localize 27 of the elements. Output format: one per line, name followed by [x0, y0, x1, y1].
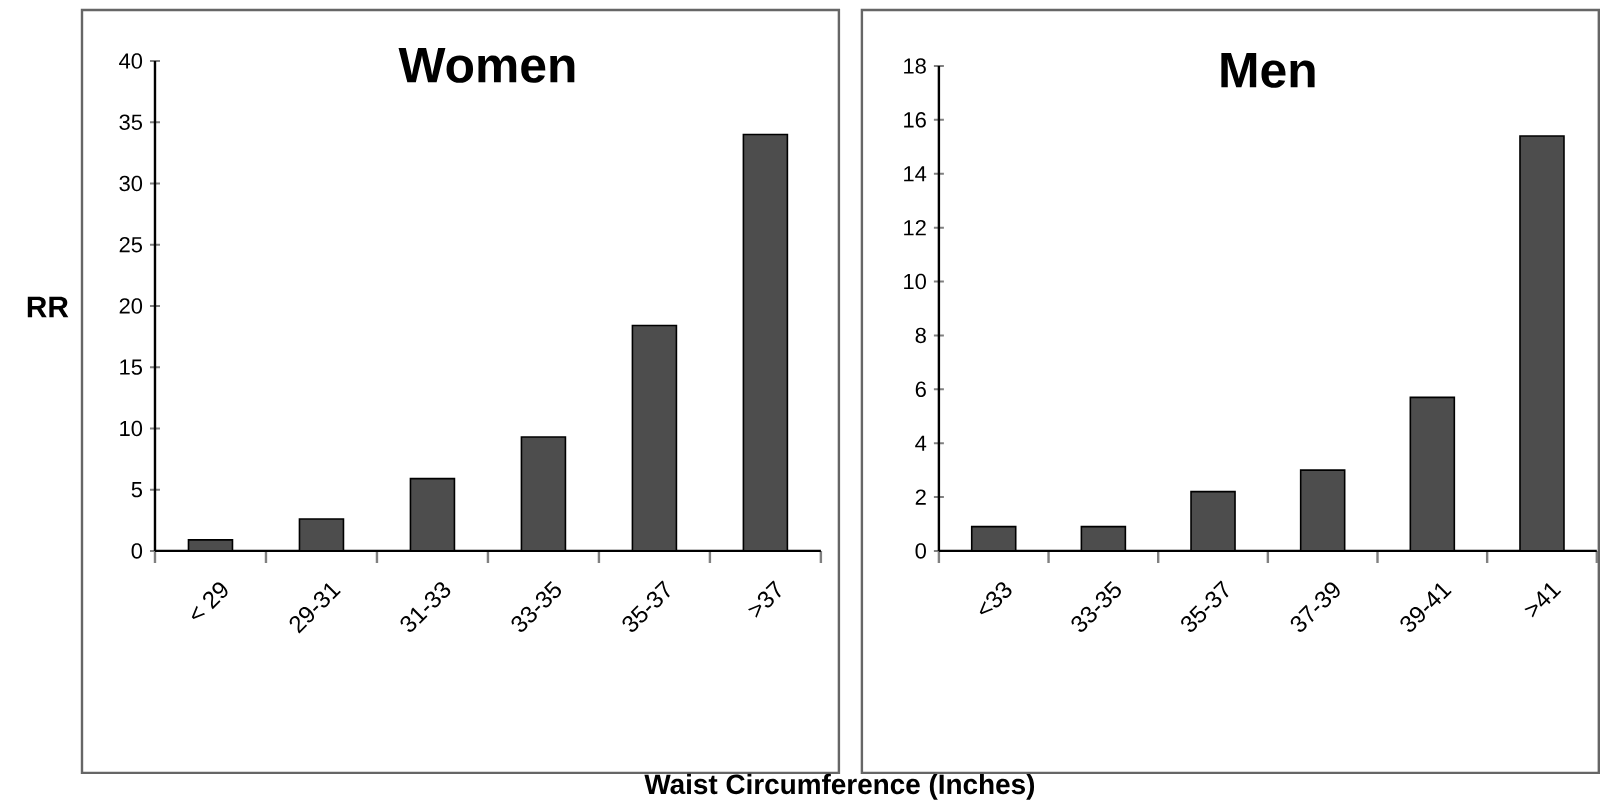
x-tick-label: >41 — [1524, 582, 1562, 618]
chart-title: Men — [1221, 52, 1315, 88]
y-tick-label: 14 — [904, 166, 927, 182]
y-tick-label: 30 — [119, 175, 143, 192]
y-tick-label: 15 — [120, 359, 143, 375]
y-tick-label: 0 — [131, 543, 143, 559]
y-tick-label: 12 — [904, 219, 926, 236]
y-tick-label: 18 — [904, 58, 926, 74]
x-tick-label: < 29 — [191, 582, 228, 619]
y-tick-label: 40 — [119, 53, 143, 69]
chart-title: Women — [398, 47, 575, 83]
x-tick-label: <33 — [979, 582, 1012, 615]
y-tick-label: 5 — [131, 481, 143, 498]
y-tick-label: 10 — [904, 273, 926, 290]
y-tick-label: 8 — [915, 327, 926, 343]
y-tick-label: 25 — [119, 236, 143, 253]
y-tick-label: 35 — [119, 114, 143, 130]
y-tick-label: 10 — [120, 420, 143, 437]
y-tick-label: 4 — [915, 435, 927, 451]
y-tick-label: 0 — [915, 543, 926, 559]
y-tick-label: 6 — [915, 381, 926, 397]
y-axis-title: RR — [27, 296, 69, 318]
y-tick-label: 20 — [119, 298, 143, 314]
x-tick-label: >37 — [748, 580, 781, 618]
x-axis-title: Waist Circumference (Inches) — [644, 773, 1035, 800]
y-tick-label: 2 — [915, 489, 926, 505]
y-tick-label: 16 — [904, 111, 926, 128]
